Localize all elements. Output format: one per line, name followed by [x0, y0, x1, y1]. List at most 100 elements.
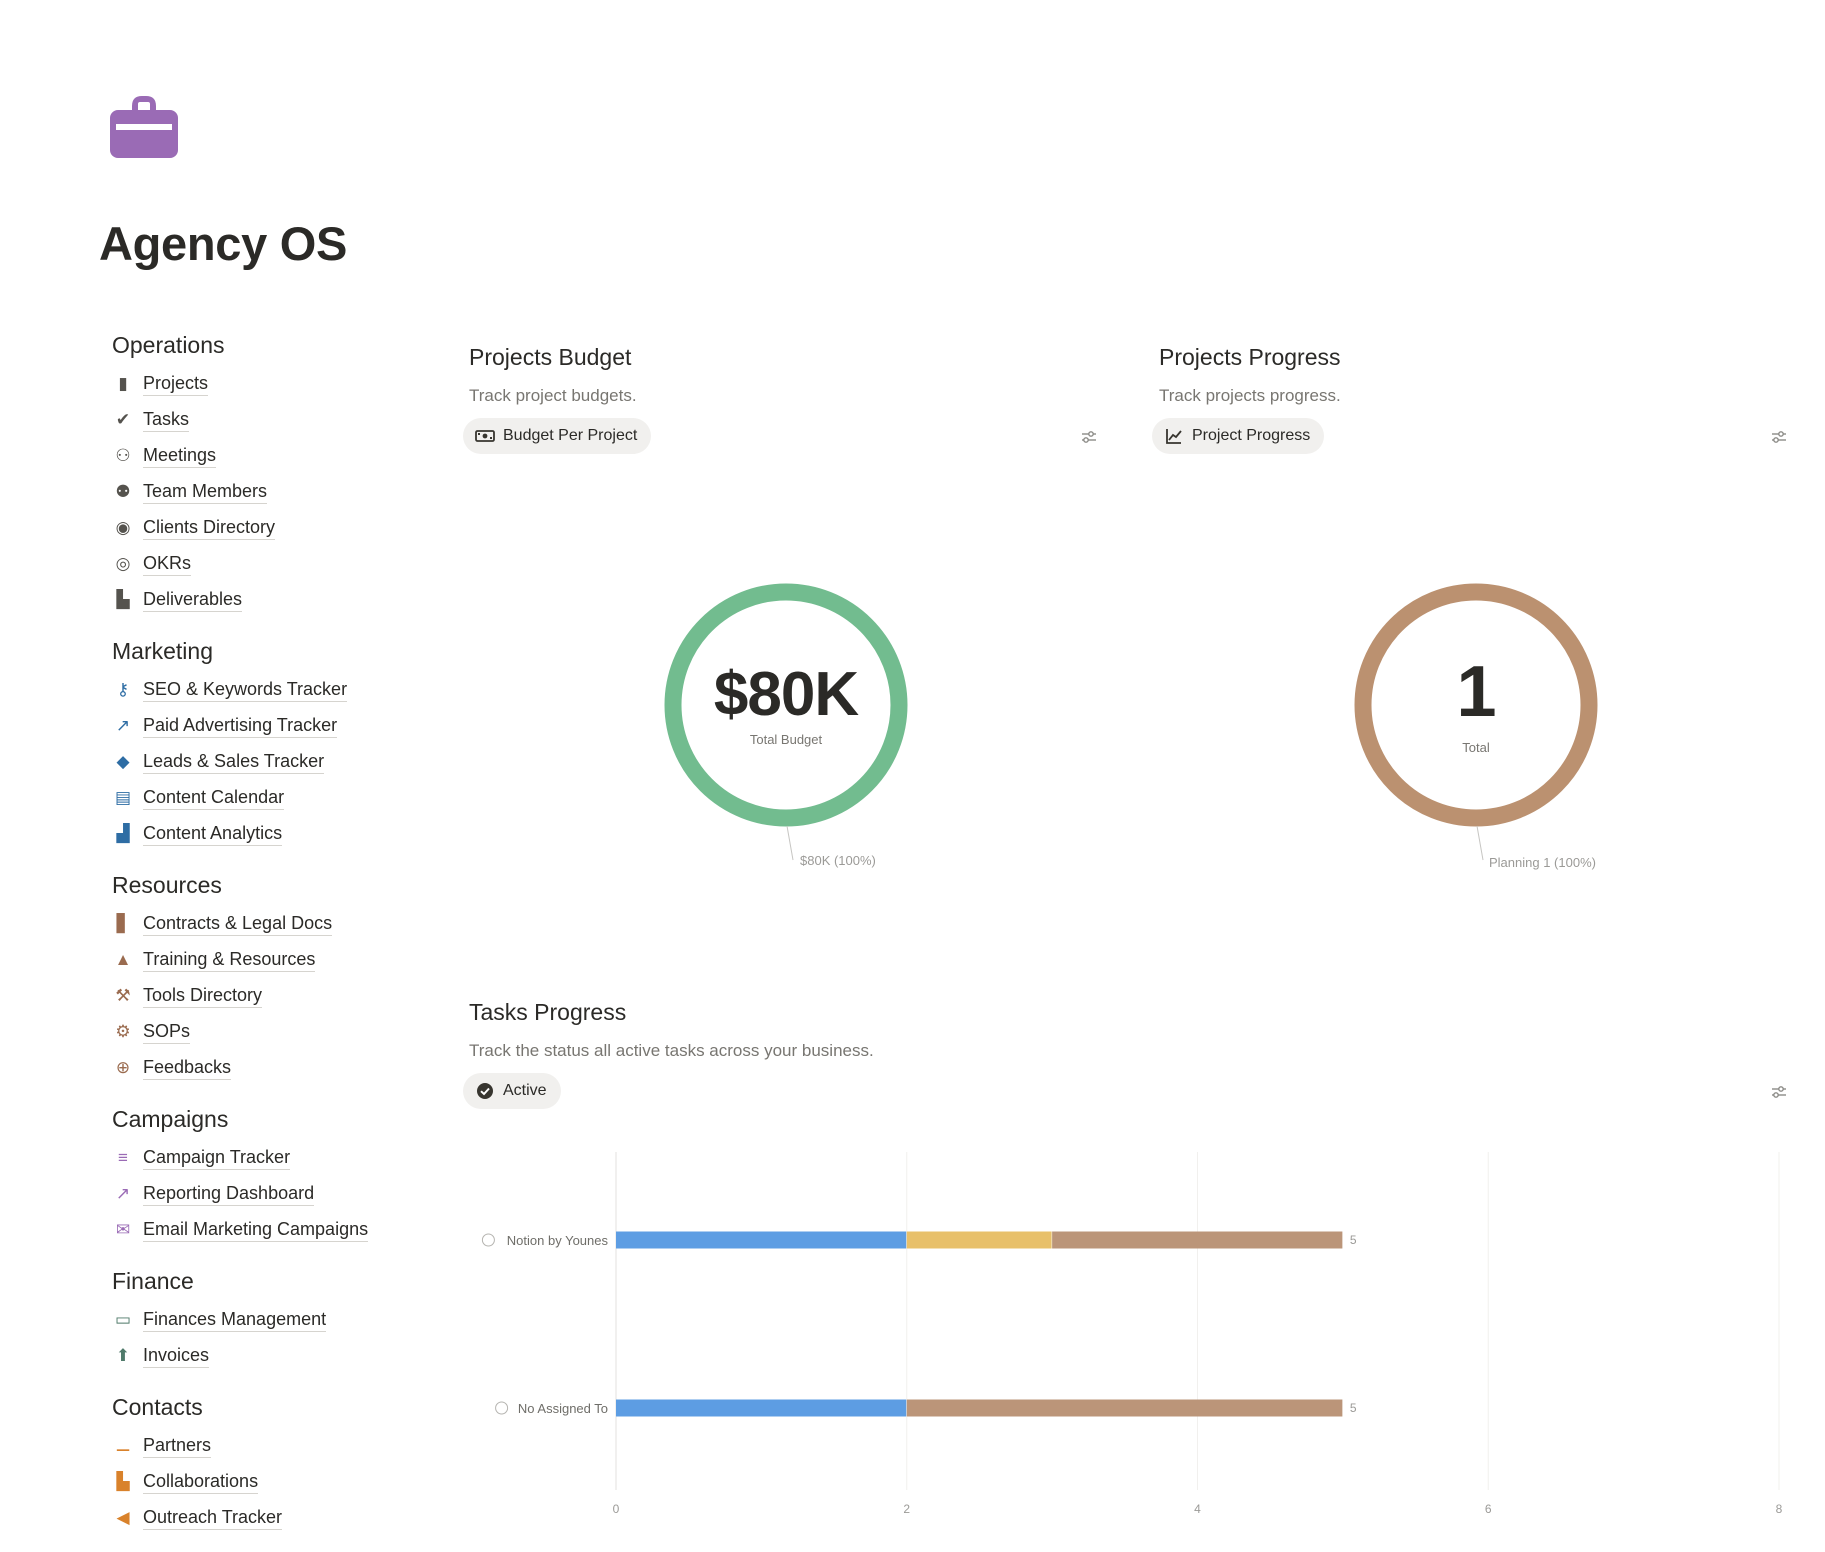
bar-segment: [906, 1231, 1053, 1249]
bar-segment: [906, 1399, 1343, 1417]
x-tick-label: 8: [1776, 1502, 1783, 1516]
check-circle-icon: ✔: [115, 410, 131, 429]
view-chip-budget-per-project[interactable]: Budget Per Project: [463, 418, 652, 454]
widget-title: Projects Budget: [469, 344, 632, 370]
tasks-bar-chart: 0 2 4 6 8 Notion by Younes 5 No Assigned To 5: [481, 1152, 1783, 1516]
sidebar-item-email-marketing-campaigns[interactable]: ✉ Email Marketing Campaigns: [112, 1212, 412, 1248]
sidebar-section-operations: Operations ▮ Projects ✔ Tasks ⚇ Meetings ⚉ Team …: [112, 328, 412, 618]
sidebar-item-campaign-tracker[interactable]: ≡ Campaign Tracker: [112, 1140, 412, 1176]
plus-circle-icon: ⊕: [115, 1058, 131, 1077]
sidebar-item-training-resources[interactable]: ▲ Training & Resources: [112, 942, 412, 978]
sidebar-item-meetings[interactable]: ⚇ Meetings: [112, 438, 412, 474]
tag-icon: ◆: [116, 752, 130, 771]
settings-sliders-icon[interactable]: [1769, 1082, 1789, 1102]
sidebar-section-marketing: Marketing ⚷ SEO & Keywords Tracker ↗ Paid Ad…: [112, 634, 412, 852]
settings-sliders-icon[interactable]: [1769, 427, 1789, 447]
user-circle-icon: ◉: [115, 518, 131, 537]
sidebar-item-leads-sales-tracker[interactable]: ◆ Leads & Sales Tracker: [112, 744, 412, 780]
widget-description: Track projects progress.: [1159, 386, 1341, 405]
sidebar-item-label: Collaborations: [143, 1470, 259, 1494]
bar-segment: [616, 1399, 907, 1417]
view-chip-active[interactable]: Active: [463, 1073, 561, 1109]
total-budget-value: $80K: [713, 659, 859, 729]
sidebar-item-projects[interactable]: ▮ Projects: [112, 366, 412, 402]
budget-legend-label: $80K (100%): [800, 853, 876, 868]
sidebar-item-label: Paid Advertising Tracker: [143, 714, 338, 738]
settings-sliders-icon[interactable]: [1079, 427, 1099, 447]
sidebar-item-label: Meetings: [143, 444, 217, 468]
document-icon: ▋: [116, 914, 130, 933]
sidebar-item-feedbacks[interactable]: ⊕ Feedbacks: [112, 1050, 412, 1086]
sidebar-section-finance: Finance ▭ Finances Management ⬆ Invoices: [112, 1264, 412, 1374]
sidebar-item-label: Projects: [143, 372, 209, 396]
bar-segment: [616, 1231, 907, 1249]
assignee-avatar-icon: [481, 1233, 495, 1247]
timeline-icon: ≡: [118, 1148, 128, 1167]
y-category-label: Notion by Younes: [507, 1233, 609, 1248]
sidebar-item-label: SEO & Keywords Tracker: [143, 678, 348, 702]
view-chip-project-progress[interactable]: Project Progress: [1152, 418, 1325, 454]
sidebar-item-team-members[interactable]: ⚉ Team Members: [112, 474, 412, 510]
sidebar-item-label: Content Analytics: [143, 822, 283, 846]
bar-segment: [1052, 1231, 1343, 1249]
calendar-icon: ▤: [114, 788, 132, 807]
sidebar-item-label: OKRs: [143, 552, 192, 576]
sidebar-item-tasks[interactable]: ✔ Tasks: [112, 402, 412, 438]
total-projects-value: 1: [1456, 651, 1496, 732]
sidebar-item-outreach-tracker[interactable]: ◀ Outreach Tracker: [112, 1500, 412, 1536]
sidebar-section-contacts: Contacts ⚊ Partners ▙ Collaborations ◀ Outreac…: [112, 1390, 412, 1536]
mail-open-icon: ✉: [115, 1220, 131, 1239]
widget-title: Tasks Progress: [469, 999, 627, 1025]
sidebar-item-label: Tools Directory: [143, 984, 263, 1008]
sidebar-section-title: Finance: [112, 1268, 194, 1294]
legend-leader-line: [1476, 825, 1484, 861]
chip-label: Budget Per Project: [503, 427, 638, 444]
sidebar-item-label: Team Members: [143, 480, 268, 504]
sidebar-item-content-calendar[interactable]: ▤ Content Calendar: [112, 780, 412, 816]
briefcase-icon: [110, 96, 178, 158]
sidebar-nav: Operations ▮ Projects ✔ Tasks ⚇ Meetings ⚉ Team …: [112, 328, 412, 1552]
sidebar-item-label: Email Marketing Campaigns: [143, 1218, 369, 1242]
line-chart-icon: [1164, 426, 1184, 446]
sidebar-item-invoices[interactable]: ⬆ Invoices: [112, 1338, 412, 1374]
sidebar-item-label: Reporting Dashboard: [143, 1182, 315, 1206]
sidebar-item-label: Content Calendar: [143, 786, 285, 810]
sidebar-item-label: Tasks: [143, 408, 190, 432]
meeting-icon: ⚇: [115, 446, 131, 465]
analytics-icon: ▟: [116, 824, 130, 843]
sidebar-item-label: Campaign Tracker: [143, 1146, 291, 1170]
sidebar-item-sops[interactable]: ⚙ SOPs: [112, 1014, 412, 1050]
sidebar-item-contracts-legal-docs[interactable]: ▋ Contracts & Legal Docs: [112, 906, 412, 942]
arrow-up-right-icon: ↗: [115, 716, 131, 735]
sidebar-item-finances-management[interactable]: ▭ Finances Management: [112, 1302, 412, 1338]
sidebar-section-title: Resources: [112, 872, 222, 898]
widget-description: Track the status all active tasks across…: [469, 1041, 874, 1060]
sidebar-item-partners[interactable]: ⚊ Partners: [112, 1428, 412, 1464]
bar-total-label: 5: [1350, 1401, 1357, 1415]
sidebar-item-okrs[interactable]: ◎ OKRs: [112, 546, 412, 582]
sidebar-item-label: Training & Resources: [143, 948, 316, 972]
sidebar-item-label: Invoices: [143, 1344, 210, 1368]
total-budget-caption: Total Budget: [749, 731, 823, 747]
sidebar-item-seo-keywords-tracker[interactable]: ⚷ SEO & Keywords Tracker: [112, 672, 412, 708]
assignee-avatar-icon: [495, 1401, 509, 1415]
sidebar-item-clients-directory[interactable]: ◉ Clients Directory: [112, 510, 412, 546]
x-tick-label: 2: [903, 1502, 910, 1516]
sidebar-item-label: Finances Management: [143, 1308, 327, 1332]
sidebar-section-campaigns: Campaigns ≡ Campaign Tracker ↗ Reporting Das…: [112, 1102, 412, 1248]
briefcase-icon: ▮: [118, 374, 128, 393]
donut-ring: [664, 583, 908, 827]
sidebar-item-reporting-dashboard[interactable]: ↗ Reporting Dashboard: [112, 1176, 412, 1212]
donut-ring: [1354, 583, 1598, 827]
sidebar-item-tools-directory[interactable]: ⚒ Tools Directory: [112, 978, 412, 1014]
sidebar-item-deliverables[interactable]: ▙ Deliverables: [112, 582, 412, 618]
total-projects-caption: Total: [1462, 739, 1490, 755]
check-circle-icon: [475, 1081, 495, 1101]
sidebar-item-label: Clients Directory: [143, 516, 276, 540]
sidebar-item-label: SOPs: [143, 1020, 191, 1044]
sidebar-item-content-analytics[interactable]: ▟ Content Analytics: [112, 816, 412, 852]
sidebar-item-collaborations[interactable]: ▙ Collaborations: [112, 1464, 412, 1500]
sidebar-item-paid-advertising-tracker[interactable]: ↗ Paid Advertising Tracker: [112, 708, 412, 744]
target-icon: ◎: [115, 554, 131, 573]
megaphone-icon: ◀: [116, 1508, 130, 1527]
